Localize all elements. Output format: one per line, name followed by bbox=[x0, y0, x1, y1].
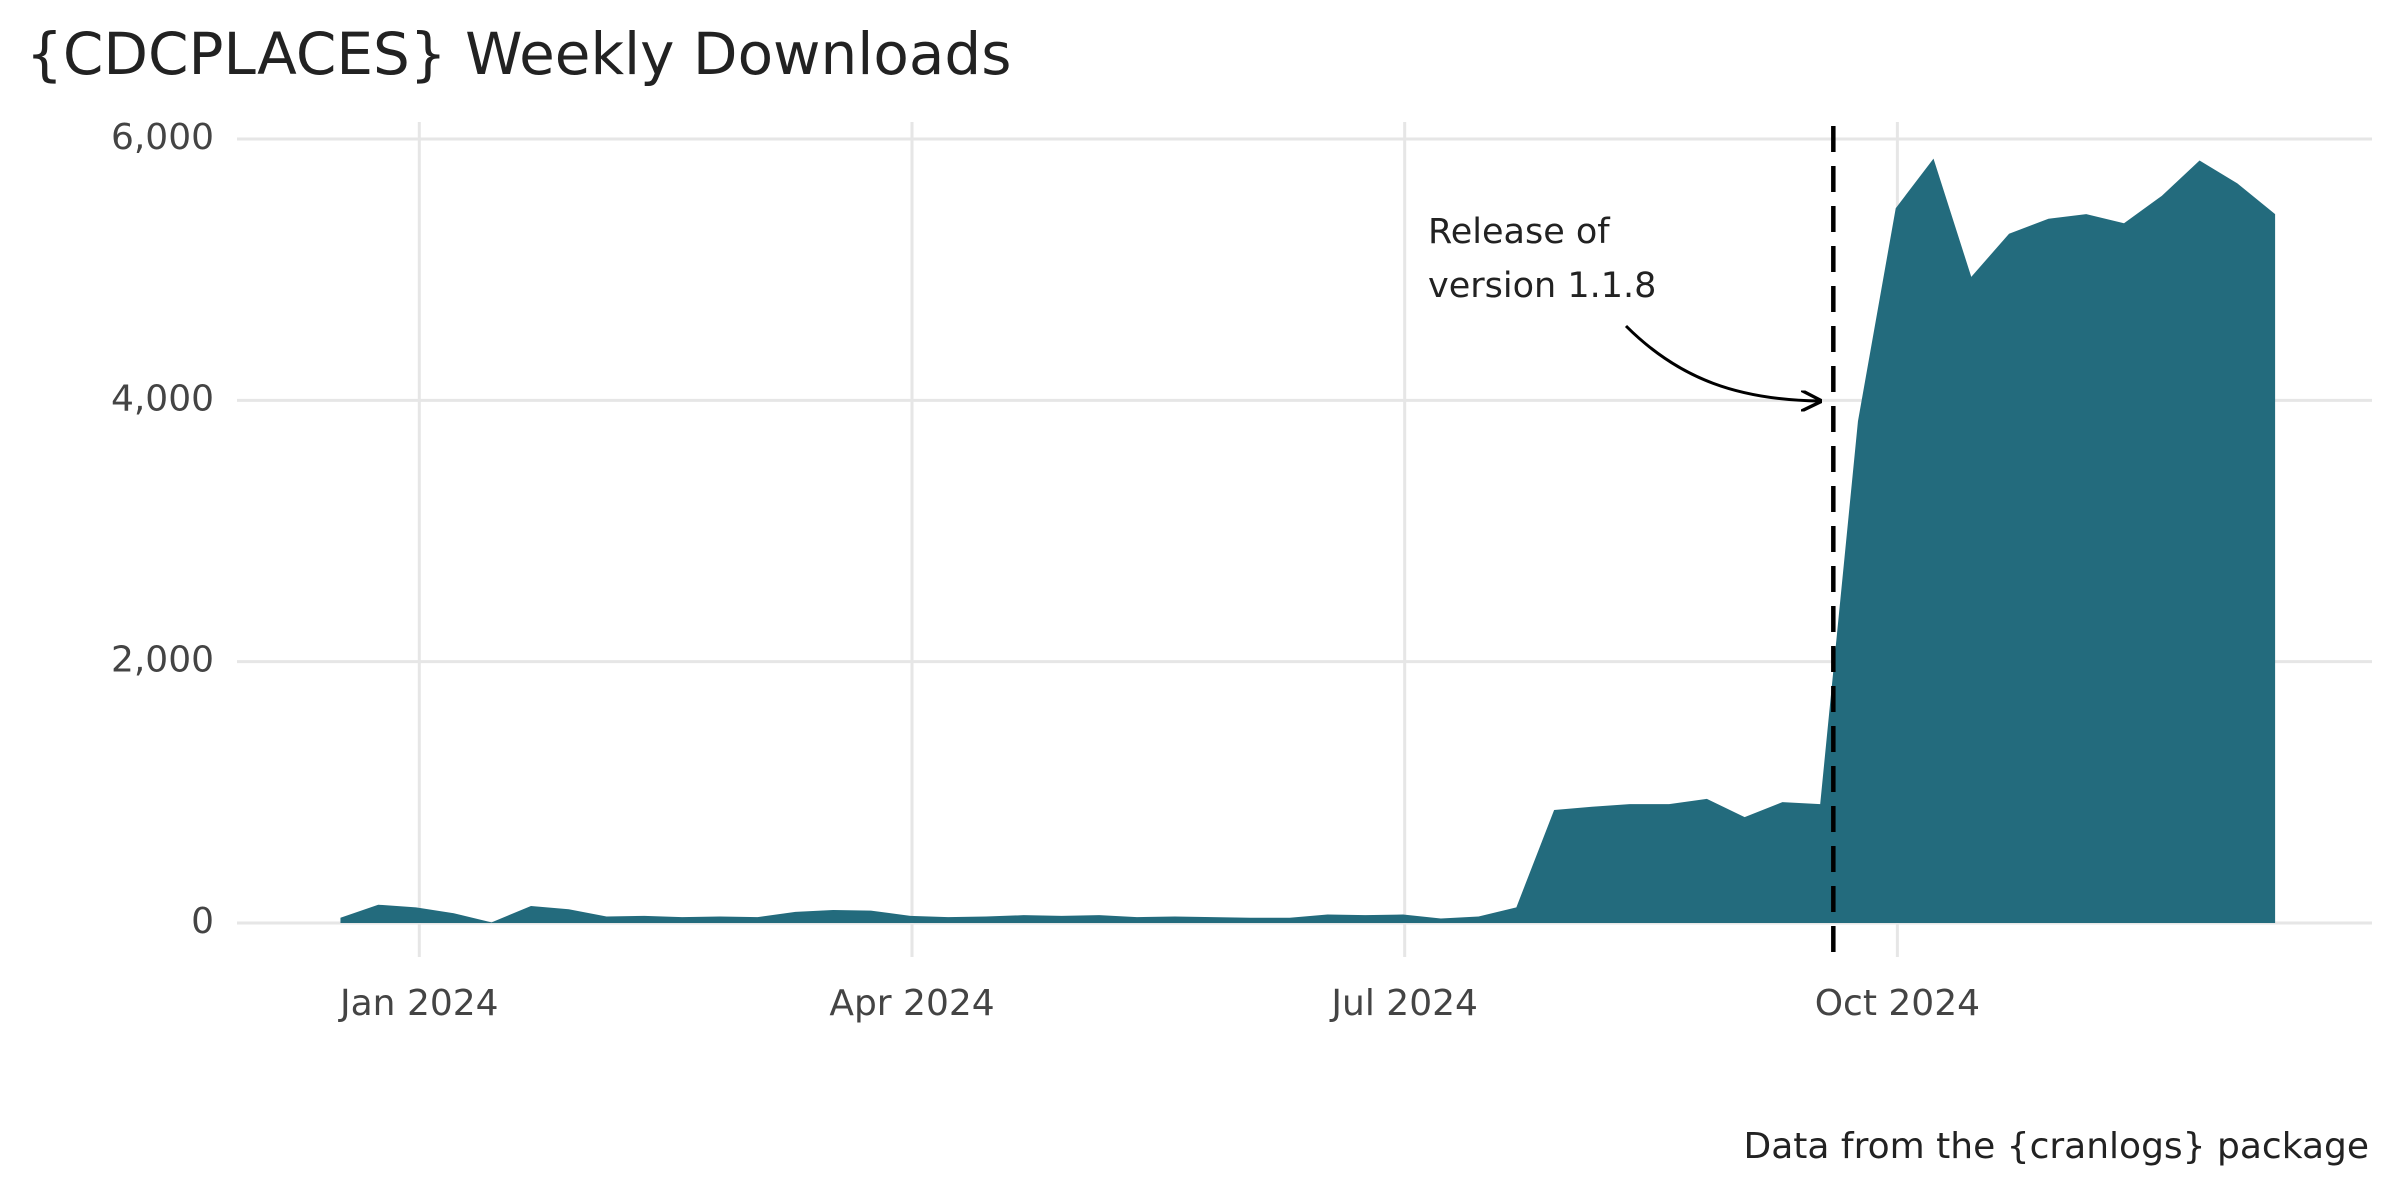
x-tick-label: Jan 2024 bbox=[338, 983, 499, 1024]
y-tick-label: 4,000 bbox=[111, 378, 214, 419]
caption: Data from the {cranlogs} package bbox=[1744, 1126, 2369, 1167]
annotation-text: Release of bbox=[1428, 212, 1610, 252]
y-tick-label: 2,000 bbox=[111, 640, 214, 681]
annotation-text: version 1.1.8 bbox=[1428, 266, 1656, 306]
y-tick-label: 6,000 bbox=[111, 117, 214, 158]
annotation-arrow bbox=[1624, 324, 1820, 401]
area bbox=[340, 158, 2276, 924]
marks bbox=[340, 126, 2276, 957]
x-tick-label: Jul 2024 bbox=[1329, 983, 1478, 1024]
x-tick-label: Apr 2024 bbox=[829, 983, 994, 1024]
chart-title: {CDCPLACES} Weekly Downloads bbox=[26, 20, 1011, 88]
y-tick-label: 0 bbox=[191, 901, 214, 942]
x-tick-label: Oct 2024 bbox=[1815, 983, 1980, 1024]
